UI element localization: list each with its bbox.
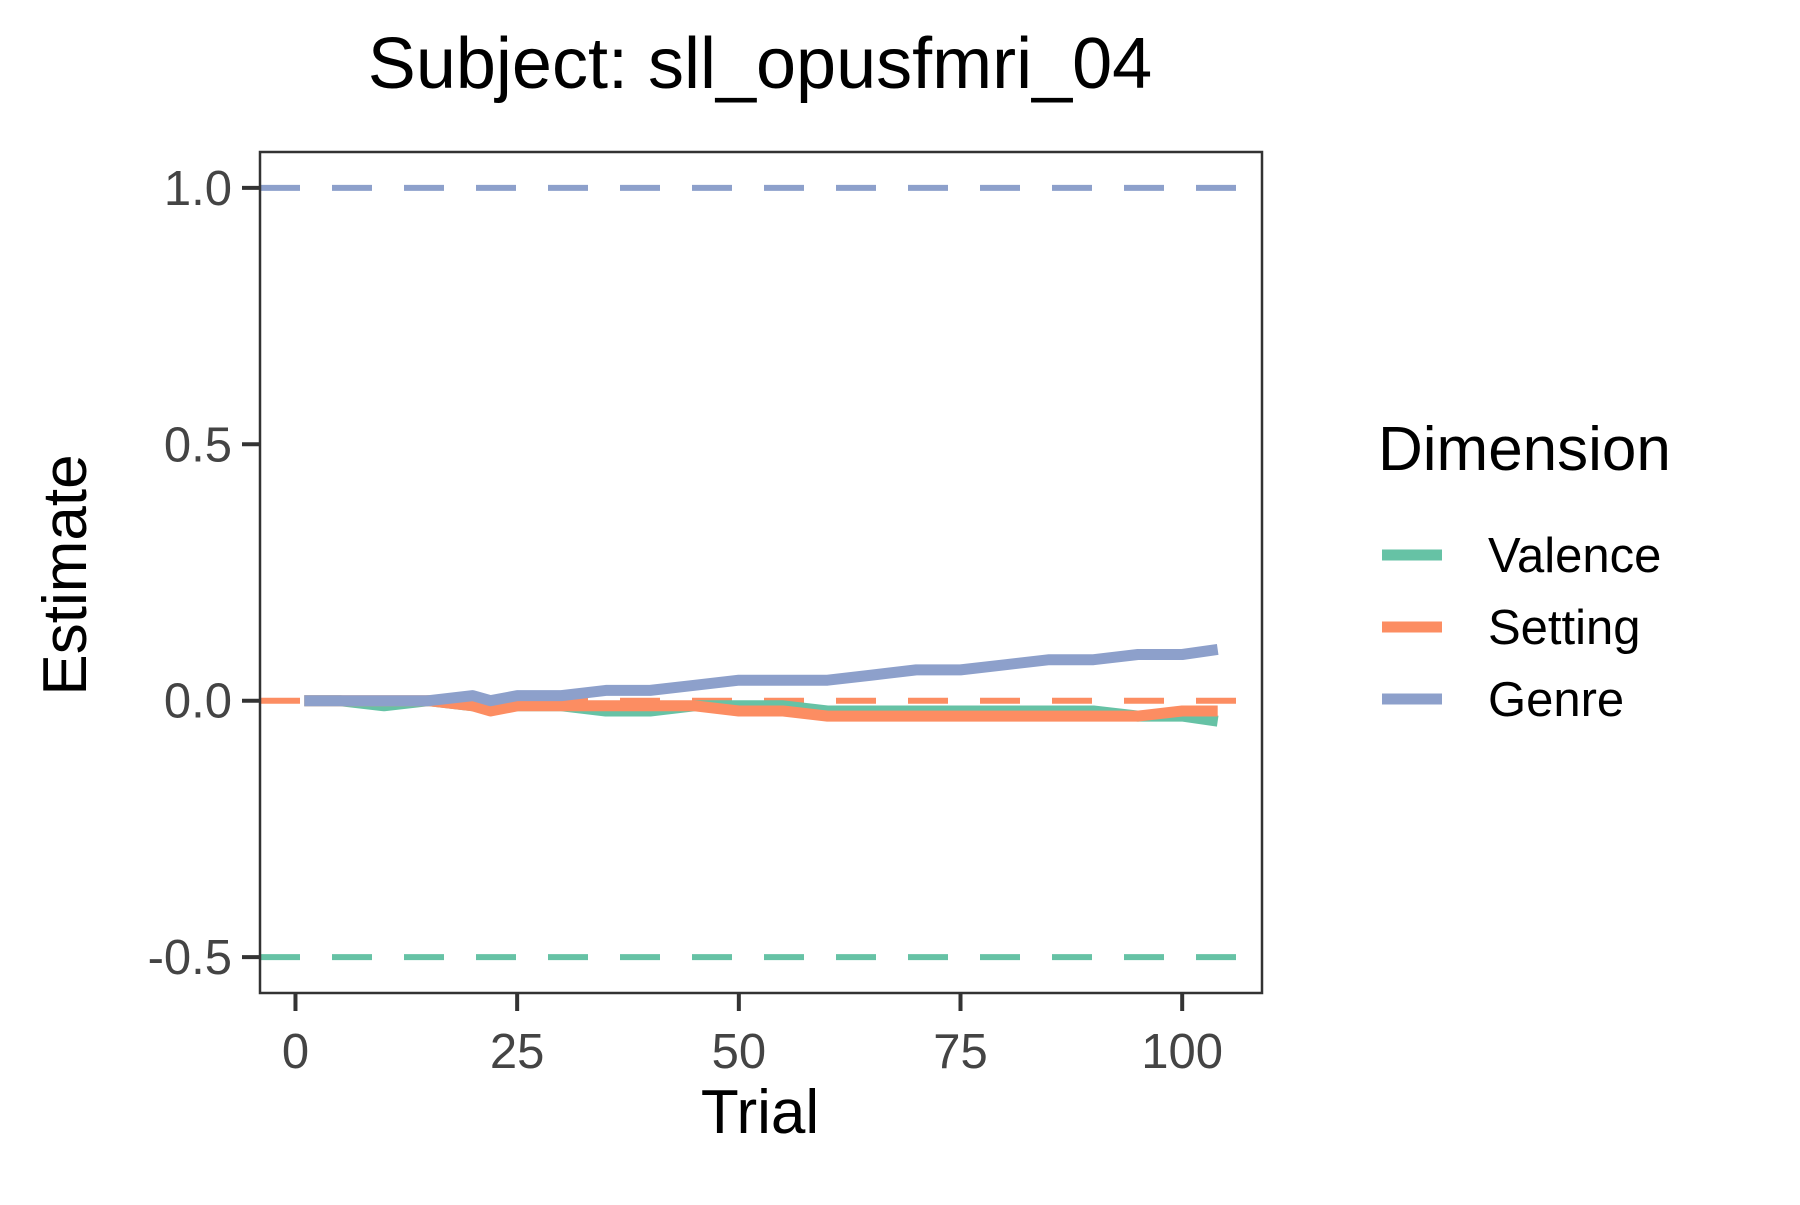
series-line-genre (304, 643, 1219, 707)
plot-border (258, 150, 1264, 995)
y-axis-label: Estimate (31, 454, 100, 695)
y-tick-label: 0.5 (164, 418, 232, 472)
legend-label-valence: Valence (1488, 529, 1661, 583)
x-tick-label: 100 (1141, 1025, 1223, 1079)
plot-area (260, 184, 1262, 961)
y-tick-label: 0.0 (164, 675, 232, 729)
legend-label-genre: Genre (1488, 673, 1624, 727)
y-tick-label: 1.0 (164, 162, 232, 216)
legend-entries: Valence Setting Genre (1382, 529, 1661, 727)
legend-title: Dimension (1378, 415, 1671, 484)
axes: -0.5 0.0 0.5 1.0 0 25 50 75 100 (148, 150, 1264, 1079)
x-tick-label: 50 (712, 1025, 767, 1079)
x-axis-label: Trial (701, 1078, 819, 1147)
x-tick-label: 25 (490, 1025, 545, 1079)
legend: Dimension Valence Setting Genre (1378, 415, 1671, 727)
legend-label-setting: Setting (1488, 601, 1641, 655)
x-tick-label: 0 (282, 1025, 309, 1079)
chart-title: Subject: sll_opusfmri_04 (368, 24, 1152, 104)
x-tick-label: 75 (933, 1025, 988, 1079)
y-tick-label: -0.5 (148, 931, 232, 985)
series-line-setting (304, 695, 1218, 722)
